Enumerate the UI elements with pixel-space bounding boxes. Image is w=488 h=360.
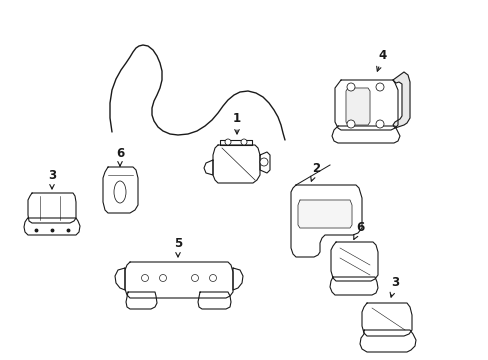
Circle shape — [375, 120, 383, 128]
Circle shape — [191, 274, 198, 282]
Polygon shape — [203, 160, 213, 175]
Polygon shape — [331, 126, 399, 143]
Polygon shape — [232, 268, 243, 290]
Polygon shape — [125, 262, 232, 298]
Polygon shape — [126, 292, 157, 309]
Circle shape — [346, 83, 354, 91]
Polygon shape — [198, 292, 230, 309]
Circle shape — [346, 120, 354, 128]
Circle shape — [375, 83, 383, 91]
Circle shape — [224, 139, 230, 145]
Text: 2: 2 — [310, 162, 320, 181]
Circle shape — [159, 274, 166, 282]
Polygon shape — [28, 193, 76, 223]
Circle shape — [260, 158, 267, 166]
Text: 5: 5 — [174, 237, 182, 257]
Text: 3: 3 — [48, 168, 56, 189]
Polygon shape — [24, 218, 80, 235]
Polygon shape — [103, 167, 138, 213]
Text: 6: 6 — [353, 220, 364, 239]
Circle shape — [241, 139, 246, 145]
Polygon shape — [392, 72, 409, 128]
Polygon shape — [334, 80, 397, 130]
Polygon shape — [220, 140, 251, 145]
Polygon shape — [297, 200, 351, 228]
Polygon shape — [115, 268, 125, 290]
Polygon shape — [290, 185, 361, 257]
Text: 1: 1 — [232, 112, 241, 134]
Polygon shape — [330, 242, 377, 281]
Text: 4: 4 — [376, 49, 386, 71]
Polygon shape — [329, 277, 377, 295]
Text: 6: 6 — [116, 147, 124, 166]
Polygon shape — [361, 303, 411, 336]
Text: 3: 3 — [389, 276, 398, 297]
Circle shape — [209, 274, 216, 282]
Polygon shape — [213, 145, 260, 183]
Polygon shape — [260, 152, 269, 173]
Ellipse shape — [114, 181, 126, 203]
Circle shape — [141, 274, 148, 282]
Polygon shape — [346, 88, 369, 125]
Polygon shape — [359, 330, 415, 352]
